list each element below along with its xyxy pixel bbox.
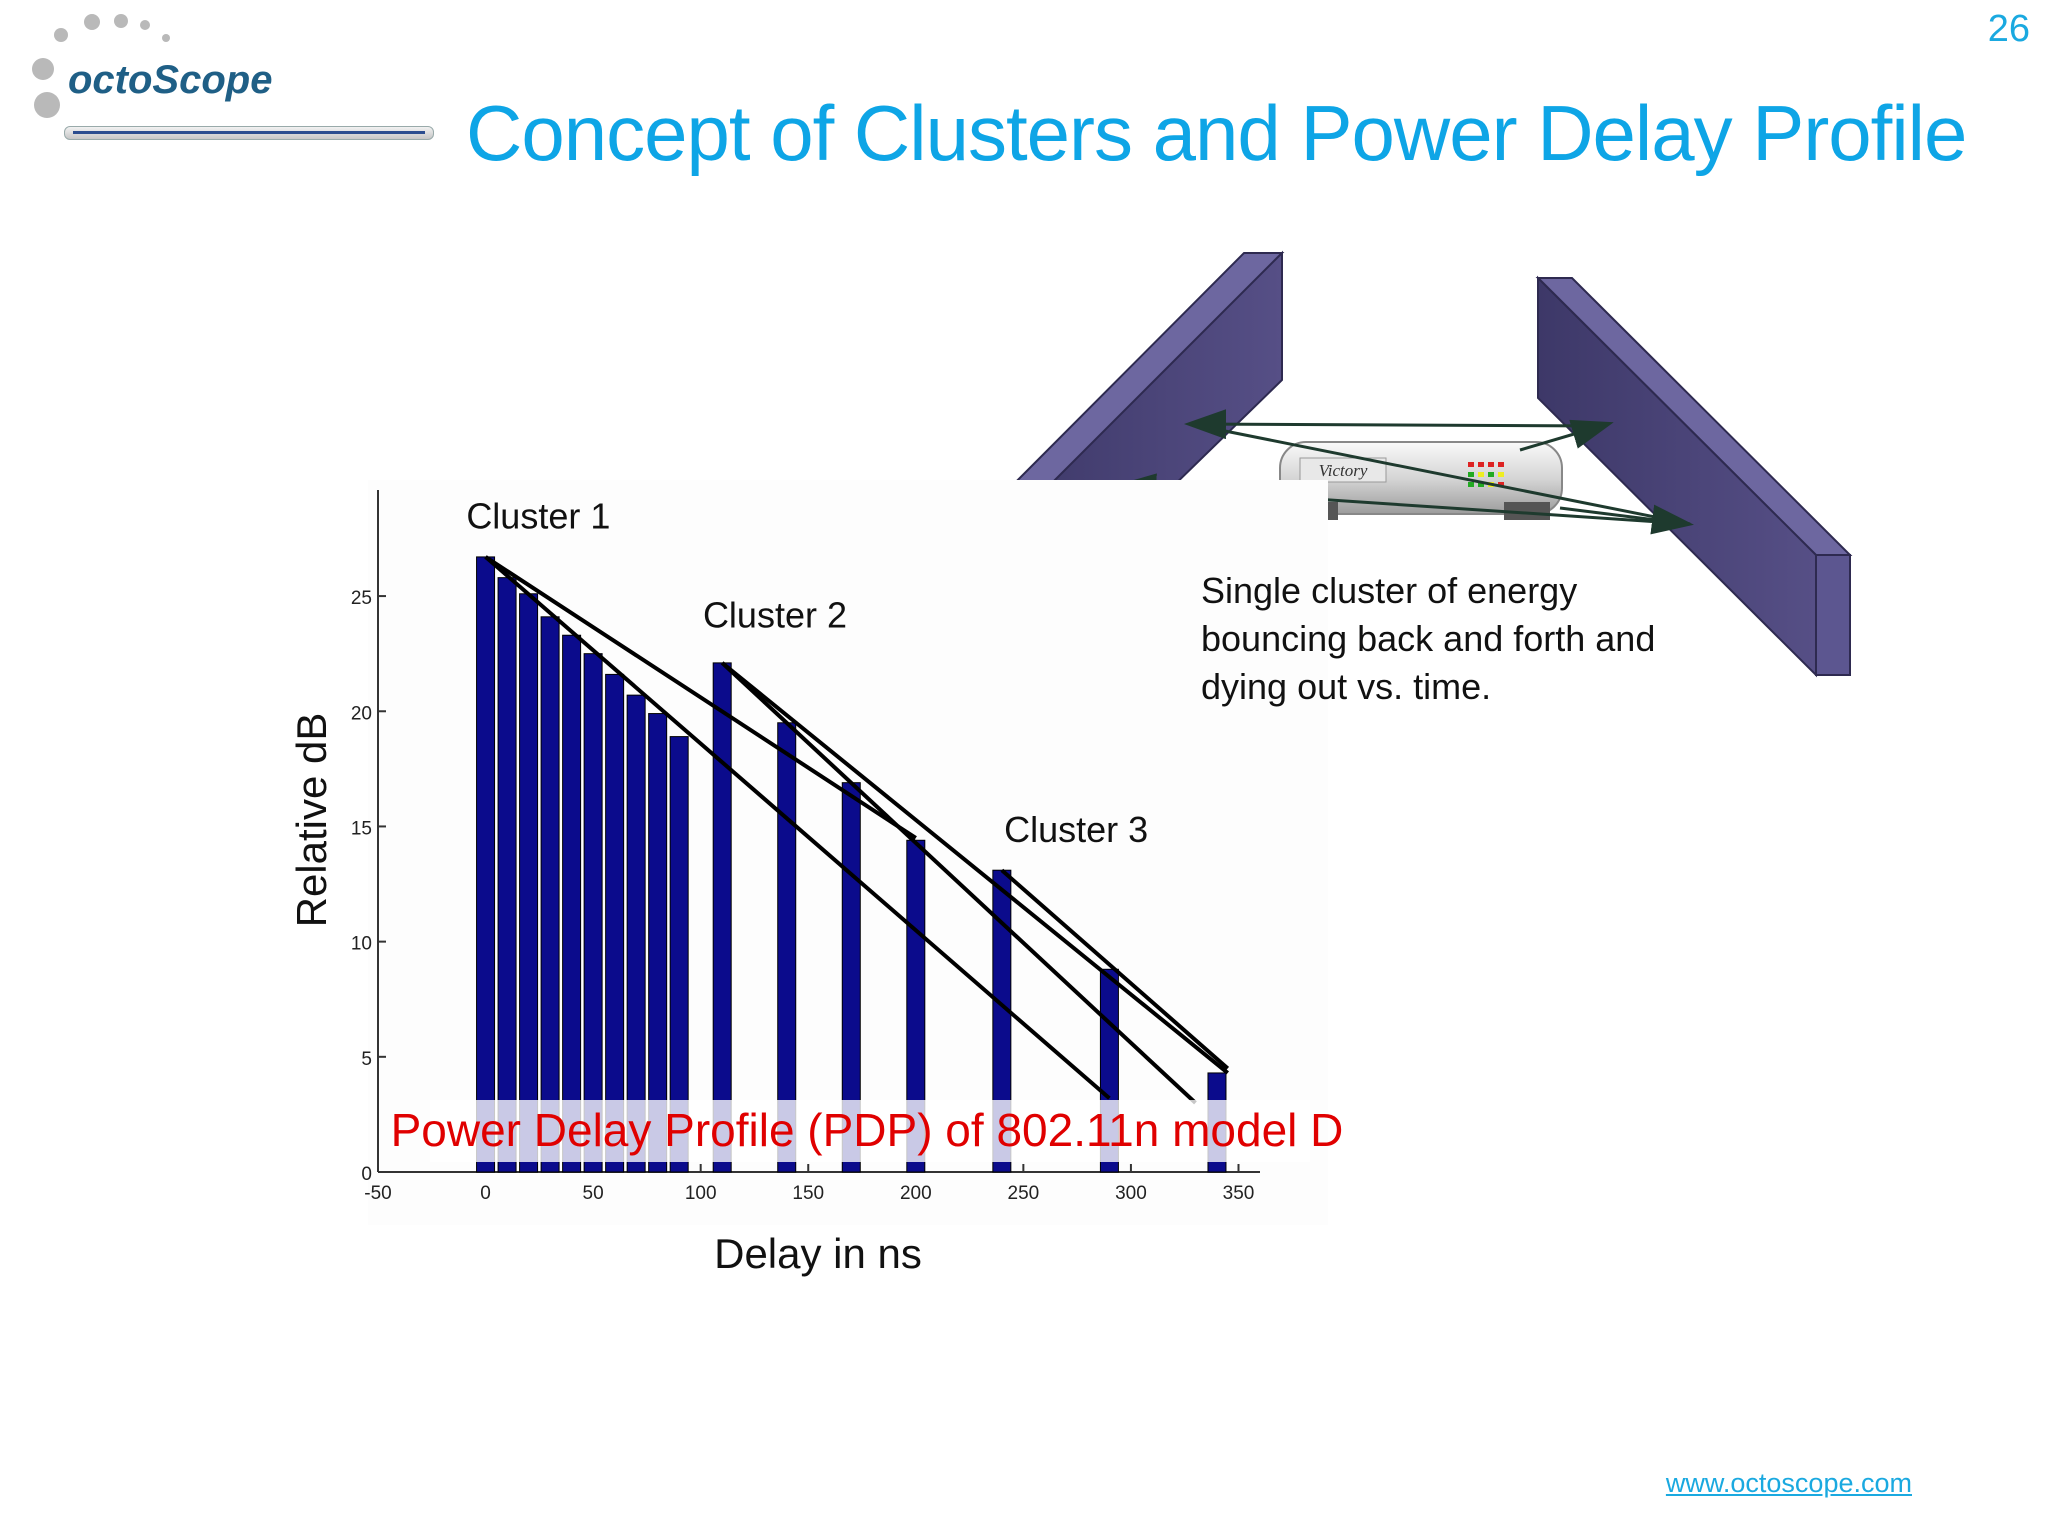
pdp-bar xyxy=(562,634,582,1173)
pdp-bar xyxy=(626,694,646,1173)
logo-dot xyxy=(84,14,100,30)
x-tick-label: -50 xyxy=(364,1183,391,1204)
right-wall xyxy=(1535,275,1853,678)
pdp-bar xyxy=(648,713,668,1173)
x-tick-label: 150 xyxy=(792,1183,824,1204)
pdp-bar xyxy=(605,673,625,1173)
pdp-bar xyxy=(669,736,689,1173)
y-tick-label: 20 xyxy=(351,703,372,724)
x-tick-label: 200 xyxy=(900,1183,932,1204)
pdp-bar xyxy=(476,556,496,1173)
cluster-3-label: Cluster 3 xyxy=(1004,809,1148,850)
x-tick-label: 250 xyxy=(1008,1183,1040,1204)
pdp-bar xyxy=(583,653,603,1173)
logo-underline xyxy=(64,126,434,140)
logo-dot xyxy=(140,20,150,30)
pdp-bar xyxy=(712,662,732,1173)
y-axis-title: Relative dB xyxy=(288,713,335,928)
logo-text: octoScope xyxy=(68,58,273,102)
x-axis-title: Delay in ns xyxy=(714,1230,922,1277)
logo-dot xyxy=(54,28,68,42)
cluster-2-decay-line xyxy=(720,661,1197,1105)
slide-number: 26 xyxy=(1987,8,2030,50)
footer-website-link[interactable]: www.octoscope.com xyxy=(1665,1468,1912,1498)
logo-dot xyxy=(32,58,54,80)
company-logo: octoScope xyxy=(28,8,448,148)
cluster-3-decay-line xyxy=(1000,868,1230,1070)
y-tick-label: 15 xyxy=(351,818,372,839)
pdp-bar xyxy=(497,577,517,1173)
x-tick-label: 50 xyxy=(583,1183,604,1204)
y-tick-label: 10 xyxy=(351,934,372,955)
cluster-2-label: Cluster 2 xyxy=(703,595,847,636)
slide-title: Concept of Clusters and Power Delay Prof… xyxy=(466,89,1967,177)
cluster-1-decay-line xyxy=(484,555,1111,1100)
chart-caption: Power Delay Profile (PDP) of 802.11n mod… xyxy=(391,1104,1344,1156)
x-tick-label: 0 xyxy=(480,1183,491,1204)
cluster-1-envelope-line xyxy=(484,555,917,840)
cluster-1-label: Cluster 1 xyxy=(466,495,610,536)
cluster-2-envelope-line xyxy=(720,661,1229,1075)
x-tick-label: 300 xyxy=(1115,1183,1147,1204)
y-tick-label: 0 xyxy=(361,1164,372,1185)
illustration-description: Single cluster of energy bouncing back a… xyxy=(1201,567,1655,711)
logo-dot xyxy=(34,92,60,118)
description-line-3: dying out vs. time. xyxy=(1201,666,1492,707)
description-line-1: Single cluster of energy xyxy=(1201,570,1578,611)
logo-dot xyxy=(162,34,170,42)
y-tick-label: 25 xyxy=(351,588,372,609)
router-label: Victory xyxy=(1319,461,1368,480)
pdp-bar xyxy=(519,593,539,1173)
y-tick-label: 5 xyxy=(361,1049,372,1070)
x-tick-label: 350 xyxy=(1223,1183,1255,1204)
caption-backdrop xyxy=(430,1100,1310,1162)
description-line-2: bouncing back and forth and xyxy=(1201,618,1656,659)
logo-dot xyxy=(114,14,128,28)
x-tick-label: 100 xyxy=(685,1183,717,1204)
pdp-bar xyxy=(540,616,560,1173)
